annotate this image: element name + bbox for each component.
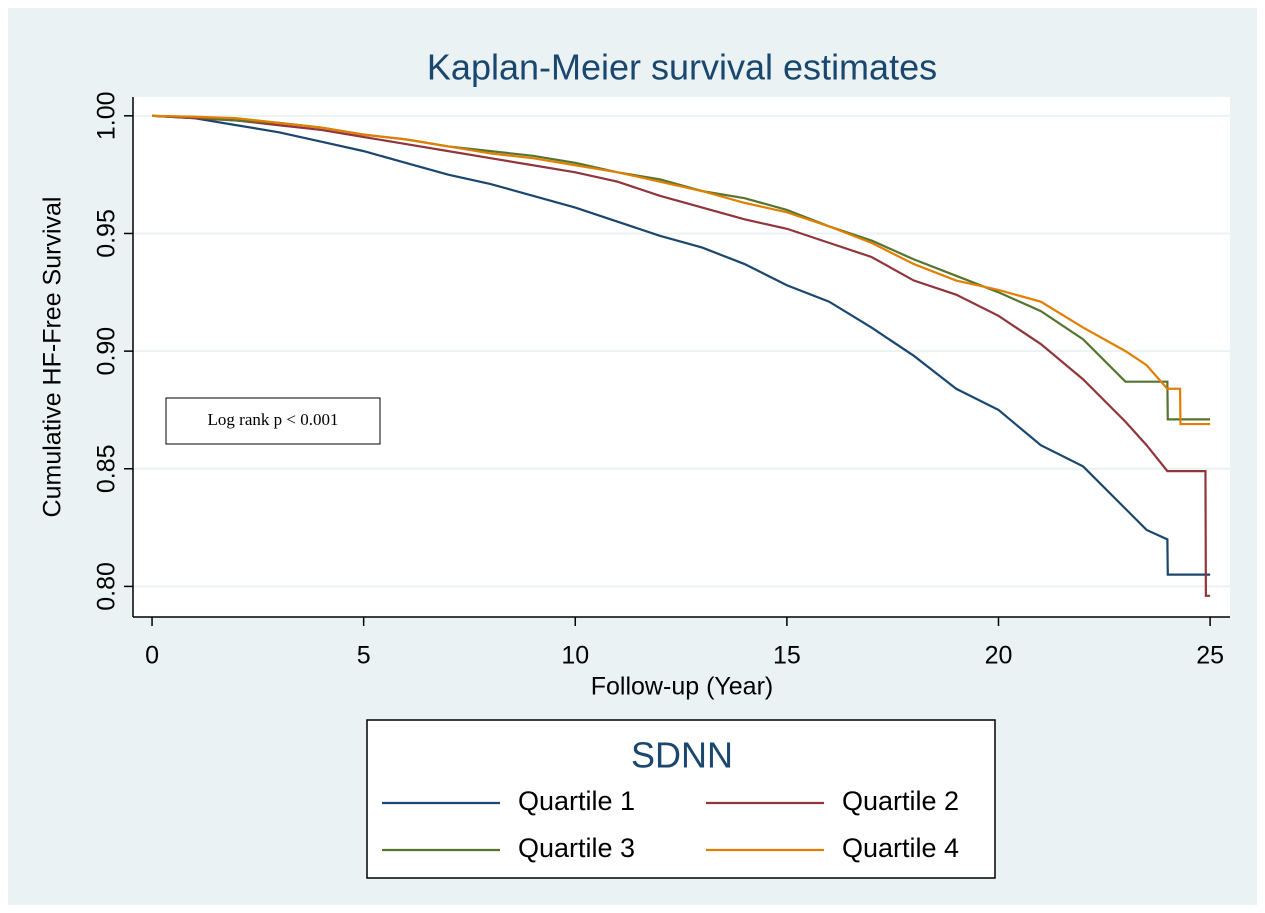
y-axis-label: Cumulative HF-Free Survival <box>39 197 67 518</box>
x-tick-label: 20 <box>985 642 1013 670</box>
chart-title: Kaplan-Meier survival estimates <box>427 47 937 88</box>
y-tick-label: 0.80 <box>93 562 121 611</box>
x-tick-label: 10 <box>561 642 589 670</box>
y-tick-label: 1.00 <box>93 91 121 140</box>
legend-box <box>366 719 996 879</box>
y-tick-label: 0.95 <box>93 209 121 258</box>
x-axis-label: Follow-up (Year) <box>591 673 773 701</box>
annotation: Log rank p < 0.001 <box>208 410 339 429</box>
legend-label: Quartile 3 <box>518 833 635 863</box>
annotation-box <box>165 397 381 445</box>
y-tick-label: 0.85 <box>93 444 121 493</box>
survival-line <box>152 114 1211 426</box>
legend-label: Quartile 1 <box>518 786 635 816</box>
x-tick-label: 5 <box>357 642 371 670</box>
legend-label: Quartile 2 <box>842 786 959 816</box>
x-tick-label: 25 <box>1196 642 1224 670</box>
x-tick-label: 15 <box>773 642 801 670</box>
legend-label: Quartile 4 <box>842 833 959 863</box>
legend-title: SDNN <box>631 735 733 776</box>
x-tick-label: 0 <box>145 642 159 670</box>
survival-line <box>151 114 1211 597</box>
survival-line <box>151 114 1211 576</box>
y-tick-label: 0.90 <box>93 327 121 376</box>
plot-area <box>133 97 1230 617</box>
